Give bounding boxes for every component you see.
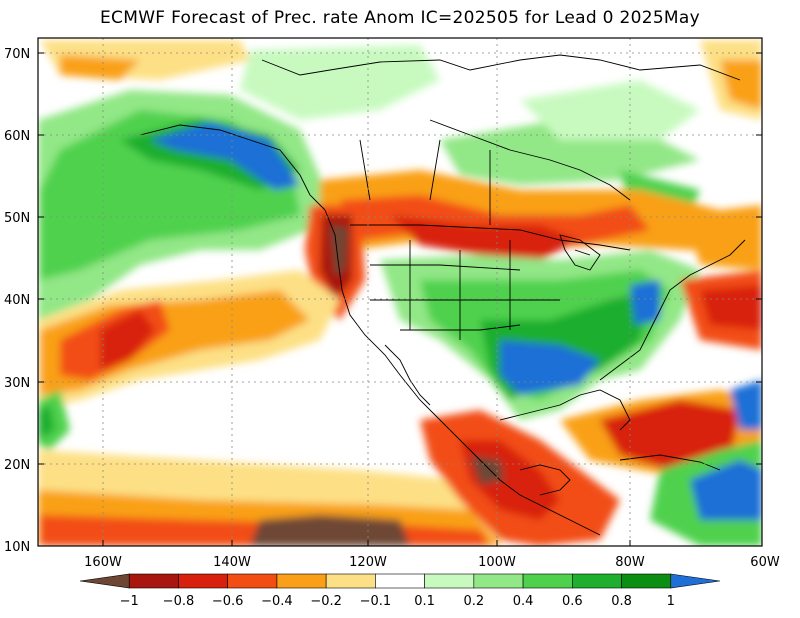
colorbar-swatch xyxy=(670,573,721,589)
map-title: ECMWF Forecast of Prec. rate Anom IC=202… xyxy=(100,8,700,28)
axis-ticks xyxy=(38,52,762,546)
lon-label: 60W xyxy=(750,555,780,570)
lat-label: 50N xyxy=(4,211,30,226)
lat-label: 20N xyxy=(4,458,30,473)
lat-label: 40N xyxy=(4,293,30,308)
colorbar-swatch xyxy=(276,573,327,589)
colorbar-label: −0.6 xyxy=(212,594,244,609)
lat-label: 30N xyxy=(4,376,30,391)
coastlines xyxy=(139,54,746,536)
lat-label: 60N xyxy=(4,129,30,144)
colorbar-swatch xyxy=(325,573,376,589)
colorbar-swatch xyxy=(424,573,475,589)
colorbar-label: 0.2 xyxy=(464,594,485,609)
colorbar-swatch xyxy=(473,573,524,589)
lon-label: 120W xyxy=(349,555,387,570)
lon-label: 140W xyxy=(213,555,251,570)
anomaly-field xyxy=(38,38,762,546)
colorbar-swatch xyxy=(178,573,228,589)
colorbar-label: 0.6 xyxy=(562,594,583,609)
colorbar-label: 1 xyxy=(667,594,675,609)
graticule xyxy=(38,38,762,546)
lon-label: 160W xyxy=(84,555,122,570)
colorbar-swatch xyxy=(522,573,573,589)
colorbar-label: 0.4 xyxy=(513,594,534,609)
latitude-labels: 70N 60N 50N 40N 30N 20N 10N xyxy=(4,47,30,555)
colorbar-swatch xyxy=(79,573,130,589)
colorbar-label: −0.2 xyxy=(310,594,342,609)
colorbar-label: 0.8 xyxy=(611,594,632,609)
colorbar-label: −0.1 xyxy=(360,594,392,609)
colorbar-swatch xyxy=(375,573,425,589)
colorbar-swatch xyxy=(128,573,179,589)
colorbar-label: −0.8 xyxy=(163,594,195,609)
lat-label: 10N xyxy=(4,540,30,555)
colorbar-label: 0.1 xyxy=(414,594,435,609)
colorbar-swatch xyxy=(621,573,672,589)
colorbar-label: −0.4 xyxy=(261,594,293,609)
colorbar-swatch xyxy=(227,573,278,589)
colorbar-label: −1 xyxy=(120,594,139,609)
colorbar: −1 −0.8 −0.6 −0.4 −0.2 −0.1 0.1 0.2 0.4 0.6 0.8 1 xyxy=(79,573,721,609)
lon-label: 100W xyxy=(478,555,516,570)
map-frame xyxy=(37,37,763,547)
colorbar-swatch xyxy=(572,573,622,589)
longitude-labels: 160W 140W 120W 100W 80W 60W xyxy=(84,555,780,570)
lon-label: 80W xyxy=(615,555,645,570)
lat-label: 70N xyxy=(4,47,30,62)
